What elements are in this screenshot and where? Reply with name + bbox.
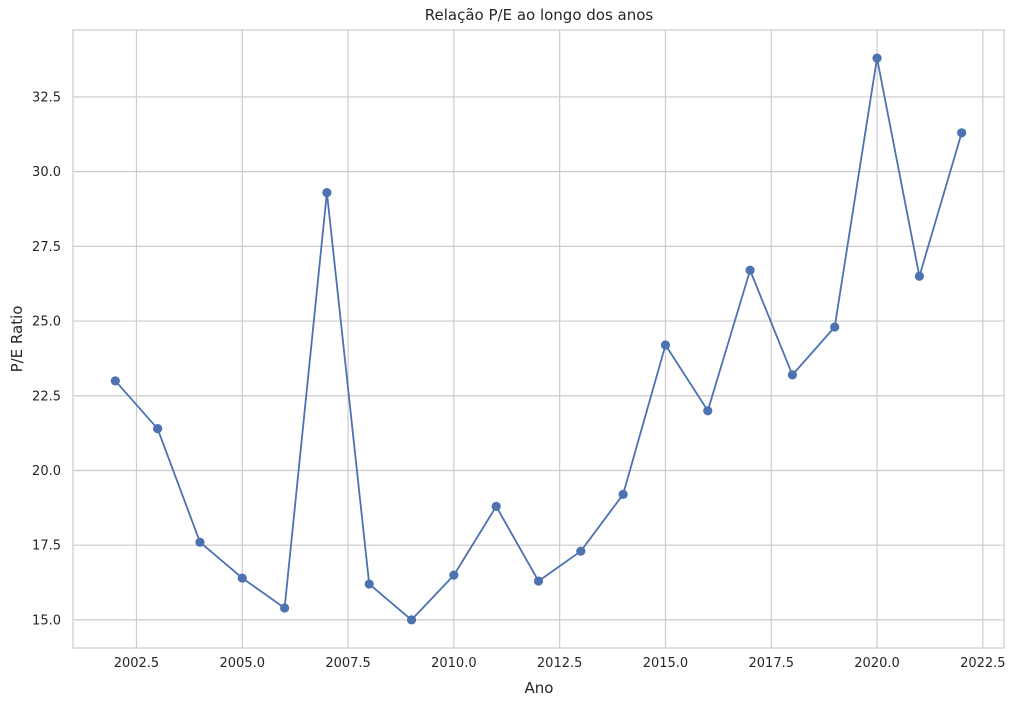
x-tick-label: 2022.5 <box>960 656 1006 671</box>
data-point <box>787 370 798 380</box>
data-point <box>153 424 163 434</box>
y-tick-label: 22.5 <box>32 389 61 404</box>
data-point <box>195 537 205 547</box>
data-point <box>449 570 459 580</box>
x-tick-label: 2005.0 <box>220 656 266 671</box>
x-axis-title: Ano <box>525 679 554 697</box>
y-axis-title: P/E Ratio <box>8 306 26 373</box>
x-tick-label: 2015.0 <box>643 656 689 671</box>
x-axis-ticks: 2002.5 2005.0 2007.5 2010.0 2012.5 2015.0 2017… <box>114 656 1006 671</box>
x-tick-label: 2012.5 <box>537 656 583 671</box>
data-point <box>957 128 967 138</box>
data-point <box>533 576 544 586</box>
data-point <box>872 53 882 63</box>
data-point <box>745 265 755 275</box>
data-point <box>322 187 332 198</box>
data-point <box>237 573 247 583</box>
data-point <box>406 615 417 625</box>
y-tick-label: 15.0 <box>32 613 61 628</box>
chart-title: Relação P/E ao longo dos anos <box>425 6 654 24</box>
y-tick-label: 25.0 <box>32 315 61 330</box>
x-tick-label: 2007.5 <box>325 656 371 671</box>
data-point <box>110 376 120 386</box>
y-tick-label: 17.5 <box>32 539 61 554</box>
y-tick-label: 30.0 <box>32 165 61 180</box>
data-point <box>660 340 671 350</box>
series-group <box>110 53 967 625</box>
y-tick-label: 20.0 <box>32 464 61 479</box>
data-point <box>279 603 290 613</box>
data-point <box>830 322 840 332</box>
data-point <box>914 271 924 281</box>
grid-lines <box>73 30 1004 648</box>
x-tick-label: 2020.0 <box>854 656 900 671</box>
plot-frame <box>72 29 1005 649</box>
data-point <box>703 406 713 416</box>
x-tick-label: 2017.5 <box>749 656 795 671</box>
data-point <box>618 489 628 499</box>
data-point <box>364 579 374 589</box>
x-tick-label: 2010.0 <box>431 656 477 671</box>
y-axis-ticks: 15.0 17.5 20.0 22.5 25.0 27.5 30.0 32.5 <box>32 90 61 628</box>
x-tick-label: 2002.5 <box>114 656 160 671</box>
y-tick-label: 27.5 <box>32 240 61 255</box>
data-point <box>576 546 586 556</box>
data-point <box>491 501 501 511</box>
y-tick-label: 32.5 <box>32 90 61 105</box>
